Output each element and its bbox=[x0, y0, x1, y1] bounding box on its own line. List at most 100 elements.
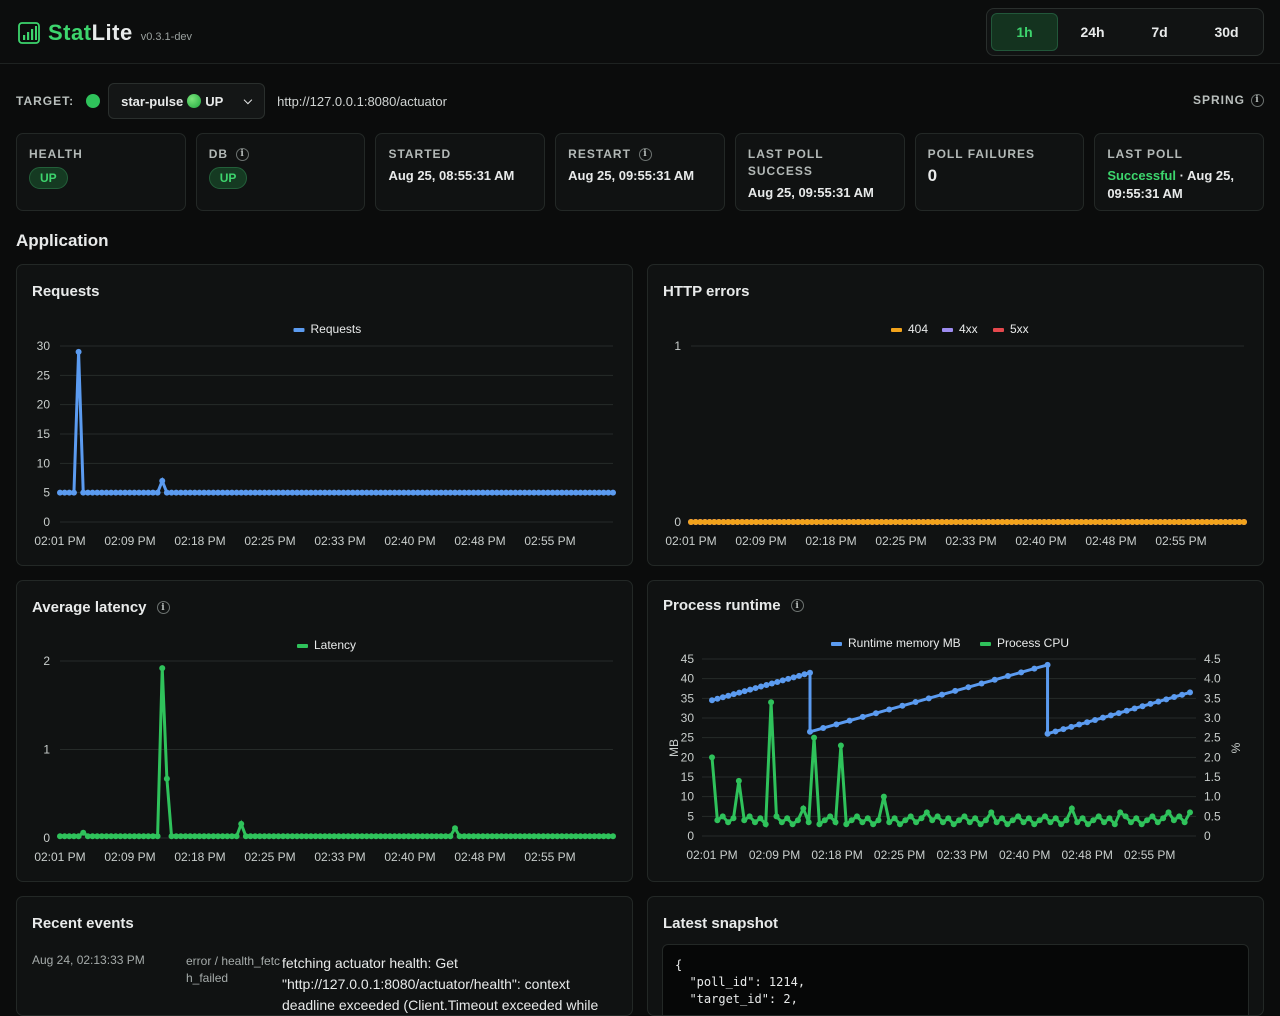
range-30d-button[interactable]: 30d bbox=[1214, 24, 1239, 40]
data-point bbox=[1079, 815, 1086, 822]
data-point bbox=[972, 815, 979, 822]
data-point bbox=[335, 489, 342, 496]
info-icon[interactable]: i bbox=[790, 599, 804, 612]
data-point bbox=[377, 833, 384, 840]
x-tick-label: 02:48 PM bbox=[454, 850, 505, 864]
range-1h-button[interactable]: 1h bbox=[991, 13, 1058, 51]
data-point bbox=[558, 489, 565, 496]
info-icon[interactable]: i bbox=[156, 601, 170, 614]
data-point bbox=[692, 519, 699, 525]
data-point bbox=[75, 833, 82, 840]
data-point bbox=[1027, 519, 1034, 525]
http-errors-chart: 0 1 02:01 PM 02:09 PM 02:18 PM 02:25 PM 02:33 … bbox=[665, 322, 1247, 548]
data-point bbox=[284, 489, 291, 496]
data-point bbox=[261, 489, 268, 496]
data-point bbox=[870, 821, 877, 828]
data-point bbox=[827, 813, 834, 820]
y-tick-label: 35 bbox=[681, 691, 695, 705]
data-point bbox=[1111, 821, 1118, 828]
target-select[interactable]: star-pulse UP ⌵ bbox=[108, 83, 266, 119]
data-point bbox=[1203, 519, 1210, 525]
data-point bbox=[763, 682, 770, 689]
data-point bbox=[489, 833, 496, 840]
data-point bbox=[751, 819, 758, 826]
data-point bbox=[864, 815, 871, 822]
data-point bbox=[57, 489, 63, 496]
x-tick-label: 02:09 PM bbox=[735, 534, 786, 548]
data-point bbox=[1194, 519, 1201, 525]
data-point bbox=[1078, 519, 1085, 525]
recent-events-panel: Recent events Aug 24, 02:13:33 PM error … bbox=[16, 896, 633, 1016]
x-tick-label: 02:18 PM bbox=[174, 534, 225, 548]
legend-swatch bbox=[993, 328, 1004, 332]
y2-tick-label: 0.5 bbox=[1204, 809, 1221, 823]
data-point bbox=[1101, 819, 1108, 826]
data-point bbox=[424, 489, 431, 496]
range-7d-button[interactable]: 7d bbox=[1151, 24, 1168, 40]
data-point bbox=[414, 489, 421, 496]
data-point bbox=[94, 489, 101, 496]
data-point bbox=[891, 815, 898, 822]
data-point bbox=[326, 489, 333, 496]
data-point bbox=[923, 809, 930, 816]
data-point bbox=[832, 819, 839, 826]
data-point bbox=[1060, 726, 1067, 733]
data-point bbox=[832, 519, 839, 525]
data-point bbox=[373, 489, 379, 496]
info-icon[interactable]: i bbox=[638, 148, 652, 161]
data-point bbox=[725, 519, 732, 525]
data-point bbox=[252, 833, 259, 840]
x-tick-label: 02:18 PM bbox=[174, 850, 225, 864]
y2-tick-label: 4.0 bbox=[1204, 672, 1221, 686]
range-24h-button[interactable]: 24h bbox=[1080, 24, 1105, 40]
legend-label: 404 bbox=[908, 322, 928, 336]
time-range-selector: 1h 24h 7d 30d bbox=[986, 8, 1264, 56]
info-icon[interactable]: i bbox=[1251, 93, 1264, 107]
db-badge: UP bbox=[208, 167, 248, 189]
data-point bbox=[1036, 519, 1043, 525]
data-point bbox=[902, 817, 909, 824]
x-tick-label: 02:25 PM bbox=[244, 534, 295, 548]
info-icon[interactable]: i bbox=[236, 148, 250, 161]
data-point bbox=[711, 519, 718, 525]
event-row[interactable]: Aug 24, 02:13:33 PM error / health_fetch… bbox=[32, 953, 622, 1015]
series-line bbox=[60, 351, 613, 495]
data-point bbox=[1127, 819, 1134, 826]
data-point bbox=[1208, 519, 1215, 525]
data-point bbox=[66, 489, 73, 496]
data-point bbox=[108, 489, 115, 496]
y2-axis-label: % bbox=[1229, 742, 1243, 753]
data-point bbox=[89, 489, 96, 496]
db-card: DB i UP bbox=[195, 133, 366, 211]
data-point bbox=[419, 833, 426, 840]
data-point bbox=[396, 833, 403, 840]
data-point bbox=[846, 717, 853, 724]
data-point bbox=[428, 489, 435, 496]
data-point bbox=[1187, 689, 1193, 696]
data-point bbox=[470, 489, 477, 496]
x-tick-label: 02:40 PM bbox=[384, 534, 435, 548]
data-point bbox=[591, 489, 598, 496]
data-point bbox=[270, 833, 277, 840]
data-point bbox=[187, 833, 194, 840]
data-point bbox=[725, 692, 732, 699]
data-point bbox=[289, 489, 296, 496]
data-point bbox=[1213, 519, 1220, 525]
data-point bbox=[811, 734, 818, 741]
data-point bbox=[117, 489, 124, 496]
data-point bbox=[303, 489, 310, 496]
data-point bbox=[1163, 696, 1170, 703]
data-point bbox=[1092, 519, 1099, 525]
data-point bbox=[843, 821, 850, 828]
data-point bbox=[1217, 519, 1224, 525]
data-point bbox=[275, 489, 282, 496]
data-point bbox=[452, 489, 458, 496]
data-point bbox=[1131, 705, 1138, 712]
y-tick-label: 15 bbox=[37, 427, 51, 441]
x-tick-label: 02:09 PM bbox=[104, 534, 155, 548]
y-tick-label: 5 bbox=[43, 486, 50, 500]
data-point bbox=[354, 833, 361, 840]
card-label: LAST POLL bbox=[1107, 147, 1183, 161]
data-point bbox=[872, 710, 879, 717]
data-point bbox=[827, 519, 834, 525]
